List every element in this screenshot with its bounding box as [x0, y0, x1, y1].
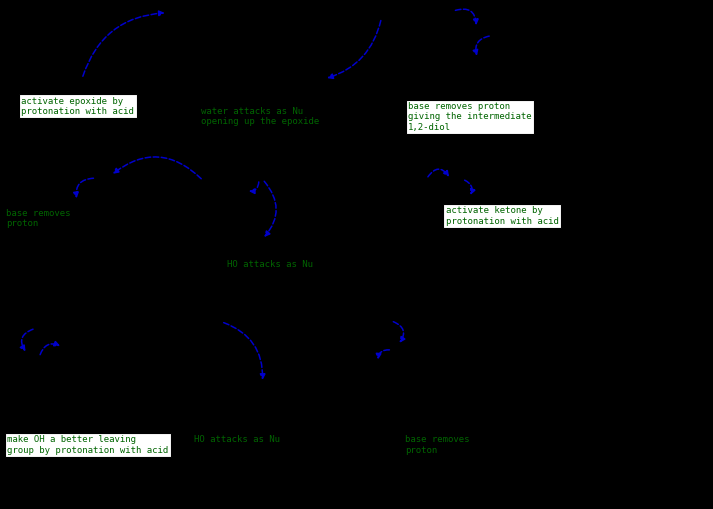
Text: base removes
proton: base removes proton: [6, 209, 70, 228]
Text: activate epoxide by
protonation with acid: activate epoxide by protonation with aci…: [21, 97, 134, 116]
Text: base removes
proton: base removes proton: [405, 435, 469, 455]
Text: HO attacks as Nu: HO attacks as Nu: [227, 260, 313, 269]
Text: HO attacks as Nu: HO attacks as Nu: [194, 435, 280, 444]
Text: activate ketone by
protonation with acid: activate ketone by protonation with acid: [446, 206, 558, 225]
Text: make OH a better leaving
group by protonation with acid: make OH a better leaving group by proton…: [7, 435, 168, 455]
Text: base removes proton
giving the intermediate
1,2-diol: base removes proton giving the intermedi…: [408, 102, 531, 132]
Text: water attacks as Nu
opening up the epoxide: water attacks as Nu opening up the epoxi…: [201, 107, 319, 126]
